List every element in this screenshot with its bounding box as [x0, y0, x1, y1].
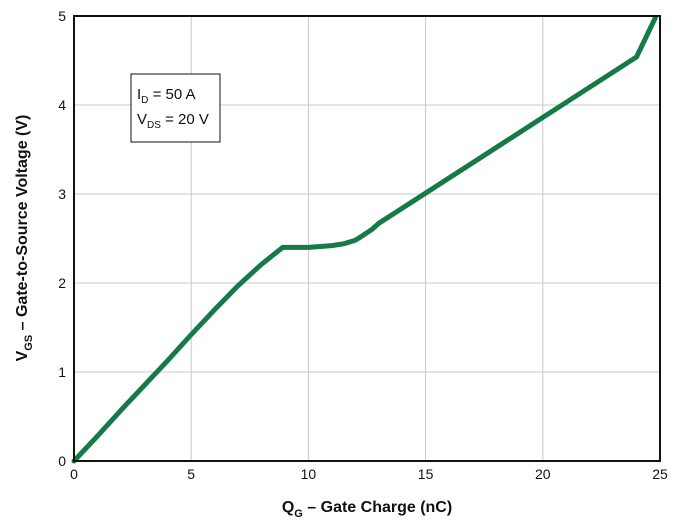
- x-axis-title: QG – Gate Charge (nC): [282, 499, 452, 520]
- annotation-line-1: ID = 50 A: [137, 86, 196, 106]
- x-tick-label: 5: [187, 466, 195, 482]
- annotation-box: ID = 50 A VDS = 20 V: [130, 73, 221, 143]
- y-tick-label: 3: [58, 186, 66, 202]
- x-tick-label: 10: [301, 466, 317, 482]
- x-tick-label: 25: [652, 466, 668, 482]
- series-line: [71, 15, 658, 464]
- y-axis-title: VGS – Gate-to-Source Voltage (V): [14, 115, 35, 362]
- plot-frame: [73, 15, 661, 462]
- y-tick-label: 1: [58, 364, 66, 380]
- annotation-line-2: VDS = 20 V: [137, 111, 209, 131]
- grid-lines: [74, 16, 660, 461]
- annotation-frame: [130, 73, 221, 143]
- x-tick-label: 20: [535, 466, 551, 482]
- series-layer: [71, 15, 658, 464]
- tick-labels: 0 5 10 15 20 25 0 1 2 3 4 5: [58, 8, 668, 482]
- y-tick-label: 5: [58, 8, 66, 24]
- x-tick-label: 15: [418, 466, 434, 482]
- x-tick-label: 0: [70, 466, 78, 482]
- y-tick-label: 0: [58, 453, 66, 469]
- y-tick-label: 2: [58, 275, 66, 291]
- y-tick-label: 4: [58, 97, 66, 113]
